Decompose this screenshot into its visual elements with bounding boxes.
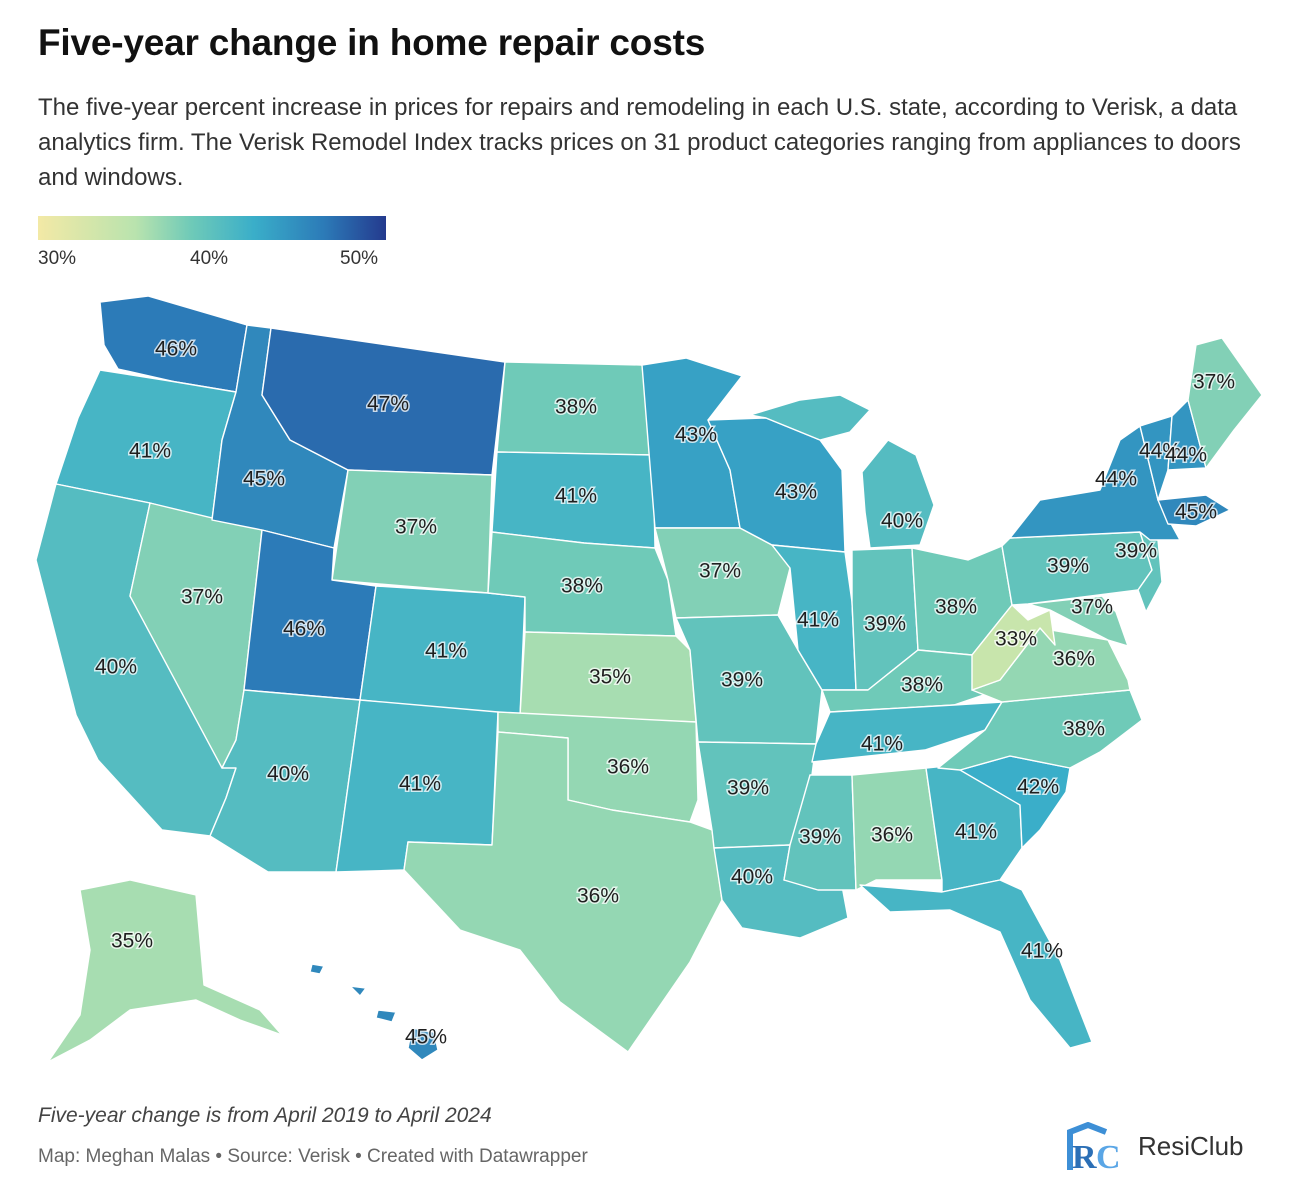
state-label-wi: 43%	[775, 481, 817, 504]
state-al	[851, 767, 943, 891]
state-label-al: 36%	[871, 824, 913, 847]
state-label-nh: 44%	[1165, 444, 1207, 467]
state-label-az: 40%	[267, 763, 309, 786]
state-label-fl: 41%	[1021, 940, 1063, 963]
svg-text:R: R	[1072, 1139, 1097, 1174]
state-label-il: 41%	[797, 609, 839, 632]
state-label-id: 45%	[243, 468, 285, 491]
state-label-pa: 39%	[1047, 555, 1089, 578]
state-label-ks: 35%	[589, 666, 631, 689]
state-label-ut: 46%	[283, 618, 325, 641]
chart-title: Five-year change in home repair costs	[38, 22, 706, 63]
state-label-in: 39%	[864, 613, 906, 636]
state-label-tx: 36%	[577, 885, 619, 908]
state-label-ia: 37%	[699, 560, 741, 583]
state-label-wv: 33%	[995, 628, 1037, 651]
state-mo	[675, 614, 823, 745]
state-co	[359, 585, 526, 717]
state-label-wa: 46%	[155, 338, 197, 361]
state-tx	[403, 731, 723, 1053]
state-mi	[749, 394, 935, 549]
state-ma	[1157, 494, 1231, 527]
state-label-hi: 45%	[405, 1026, 447, 1049]
date-range-note: Five-year change is from April 2019 to A…	[38, 1104, 492, 1127]
state-label-oh: 38%	[935, 596, 977, 619]
source-credit: Map: Meghan Malas • Source: Verisk • Cre…	[38, 1146, 588, 1167]
state-ak	[47, 879, 283, 1063]
legend-min-label: 30%	[38, 248, 77, 269]
state-label-ok: 36%	[607, 756, 649, 779]
state-label-mt: 47%	[367, 393, 409, 416]
state-fl	[859, 879, 1093, 1049]
state-label-co: 41%	[425, 640, 467, 663]
legend-gradient	[38, 216, 386, 240]
state-label-mi: 40%	[881, 510, 923, 533]
state-label-sd: 41%	[555, 485, 597, 508]
chart-subtitle: The five-year percent increase in prices…	[38, 94, 1241, 191]
state-label-mn: 43%	[675, 424, 717, 447]
state-label-nc: 38%	[1063, 718, 1105, 741]
resiclub-logo-icon: R C	[1067, 1121, 1121, 1176]
state-label-ky: 38%	[901, 674, 943, 697]
state-label-nj: 39%	[1115, 540, 1157, 563]
legend-mid-label: 40%	[190, 248, 229, 269]
state-label-mo: 39%	[721, 669, 763, 692]
state-wv	[971, 604, 1056, 691]
state-me	[1187, 337, 1263, 469]
state-label-wy: 37%	[395, 516, 437, 539]
svg-text:C: C	[1096, 1139, 1121, 1174]
state-md	[1027, 595, 1129, 647]
state-label-me: 37%	[1193, 371, 1235, 394]
state-label-md: 37%	[1071, 596, 1113, 619]
legend-max-label: 50%	[340, 248, 379, 269]
state-label-vt: 44%	[1139, 440, 1181, 463]
brand-name: ResiClub	[1138, 1131, 1244, 1161]
state-label-ak: 35%	[111, 930, 153, 953]
state-label-ms: 39%	[799, 826, 841, 849]
us-choropleth-map: 46% 41% 40% 37% 45% 47% 37% 46% 41% 40% 41% 38% 41% 3…	[35, 295, 1263, 1063]
state-hi	[309, 963, 439, 1061]
state-label-ar: 39%	[727, 777, 769, 800]
state-wi	[707, 417, 846, 553]
state-label-ga: 41%	[955, 821, 997, 844]
state-label-nd: 38%	[555, 396, 597, 419]
color-legend: 30% 40% 50%	[38, 216, 386, 272]
state-label-ny: 44%	[1095, 468, 1137, 491]
state-label-va: 36%	[1053, 648, 1095, 671]
state-label-nv: 37%	[181, 586, 223, 609]
state-label-nm: 41%	[399, 773, 441, 796]
state-label-la: 40%	[731, 866, 773, 889]
state-label-sc: 42%	[1017, 776, 1059, 799]
state-label-or: 41%	[129, 440, 171, 463]
state-label-tn: 41%	[861, 733, 903, 756]
state-label-ca: 40%	[95, 656, 137, 679]
state-label-ne: 38%	[561, 575, 603, 598]
resiclub-logo: R C ResiClub	[1066, 1121, 1266, 1176]
state-label-ma: 45%	[1175, 501, 1217, 524]
